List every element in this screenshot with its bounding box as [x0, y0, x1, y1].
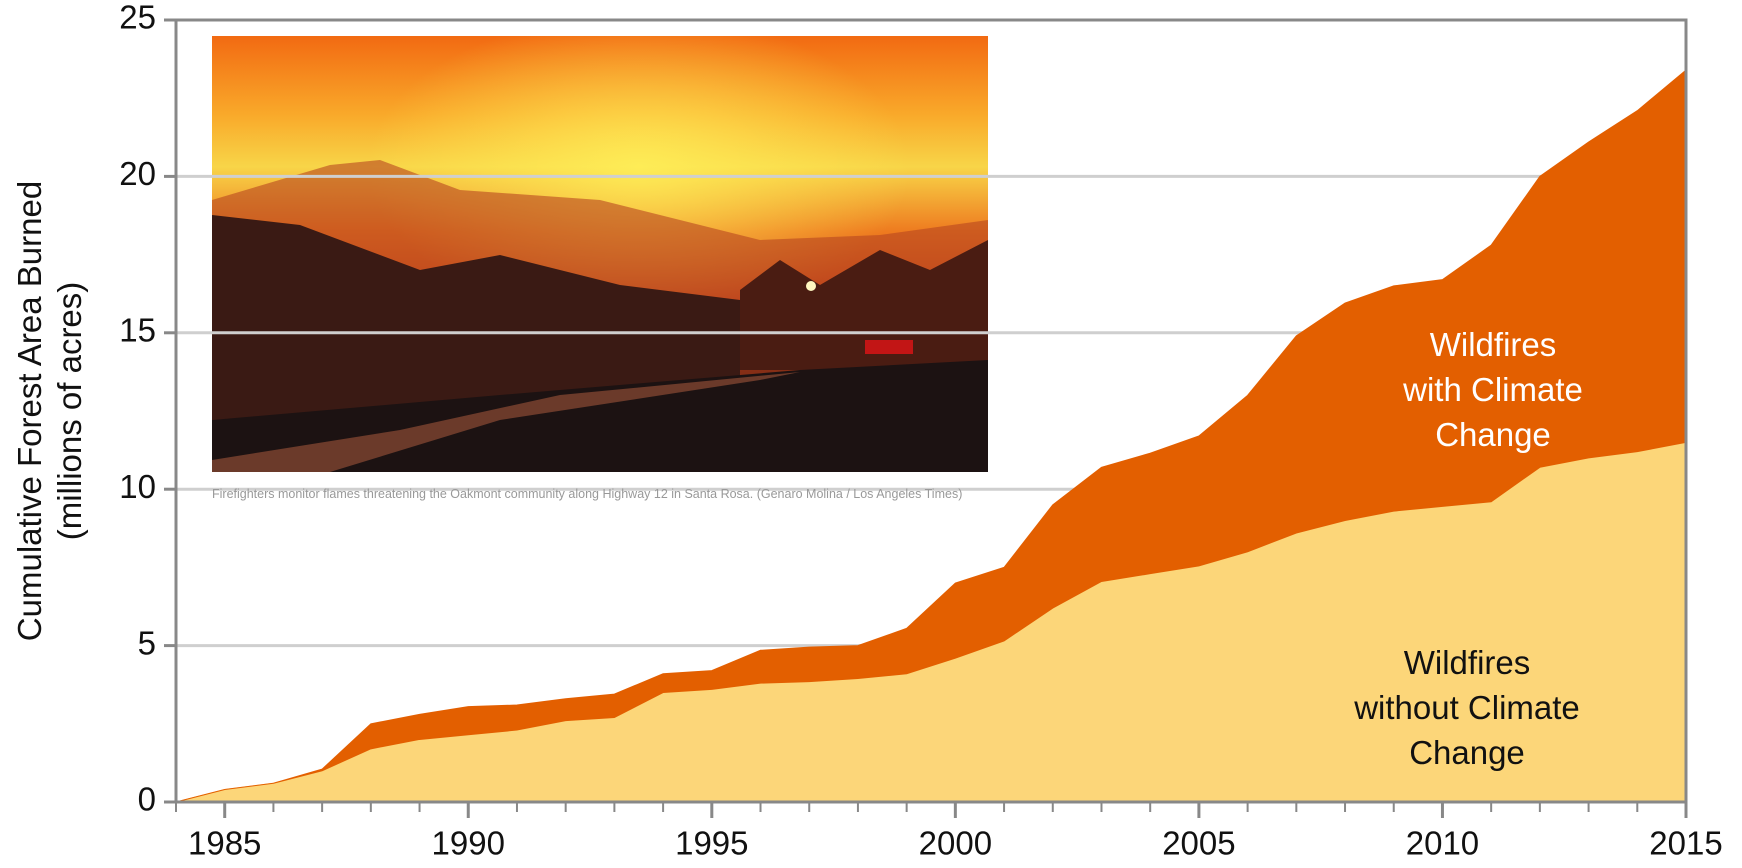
- x-tick-label: 2000: [919, 825, 992, 862]
- y-tick-label: 0: [138, 781, 156, 818]
- axes: 0 5 10 15 20 25 1985 1990 1995 2000 2005 2010 2015: [119, 0, 1722, 862]
- x-tick-label: 1995: [675, 825, 748, 862]
- photo-caption: Firefighters monitor flames threatening …: [212, 487, 963, 501]
- y-tick-label: 25: [119, 0, 156, 36]
- x-tick-label: 1985: [188, 825, 261, 862]
- plot-frame: [174, 18, 1688, 804]
- x-tick-label: 1990: [432, 825, 505, 862]
- y-axis-label: Cumulative Forest Area Burned (millions …: [11, 180, 88, 642]
- x-tick-label: 2015: [1649, 825, 1722, 862]
- y-tick-label: 15: [119, 312, 156, 349]
- y-tick-label: 5: [138, 624, 156, 661]
- x-tick-label: 2010: [1406, 825, 1479, 862]
- series-label: Wildfires with Climate Change: [1403, 326, 1583, 453]
- y-tick-label: 10: [119, 468, 156, 505]
- y-tick-label: 20: [119, 155, 156, 192]
- x-tick-label: 2005: [1162, 825, 1235, 862]
- series-label: Wildfires without Climate Change: [1354, 644, 1580, 771]
- photo: [212, 36, 988, 472]
